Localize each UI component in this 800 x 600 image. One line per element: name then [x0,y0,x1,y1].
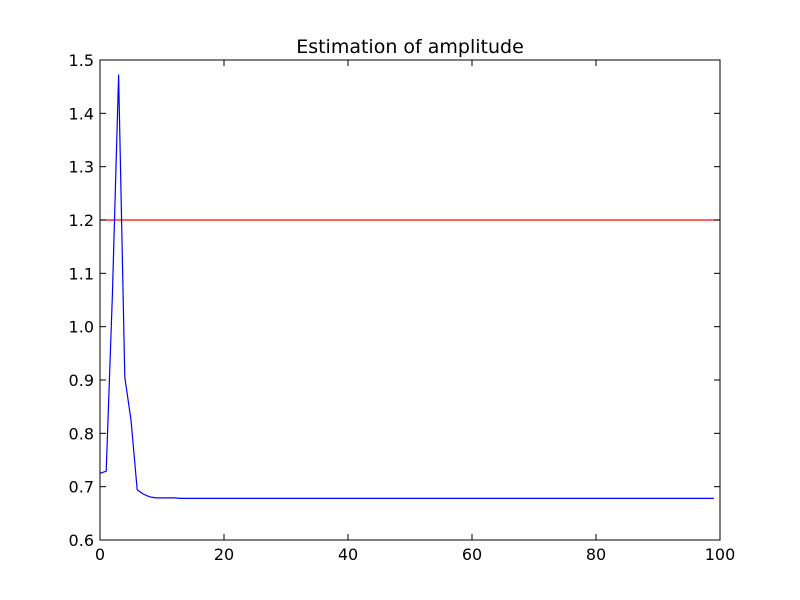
x-tick-label: 40 [338,545,358,564]
y-tick-label: 0.6 [69,531,94,550]
x-axis: 0 20 40 60 80 100 [95,60,735,564]
y-axis: 0.6 0.7 0.8 0.9 1.0 1.1 1.2 1.3 1.4 1.5 [69,51,720,550]
x-tick-label: 0 [95,545,105,564]
y-tick-label: 1.0 [69,318,94,337]
y-tick-label: 0.9 [69,371,94,390]
chart-title: Estimation of amplitude [296,36,524,58]
x-tick-label: 20 [214,545,234,564]
x-tick-label: 60 [462,545,482,564]
y-tick-label: 1.3 [69,158,94,177]
y-tick-label: 1.5 [69,51,94,70]
series-line [99,74,714,499]
y-tick-label: 0.7 [69,478,94,497]
x-tick-label: 80 [586,545,606,564]
plot-area [99,74,720,499]
plot-frame [99,59,721,541]
y-tick-label: 0.8 [69,424,94,443]
x-tick-label: 100 [705,545,736,564]
y-tick-label: 1.4 [69,104,94,123]
y-tick-label: 1.2 [69,211,94,230]
y-tick-label: 1.1 [69,264,94,283]
